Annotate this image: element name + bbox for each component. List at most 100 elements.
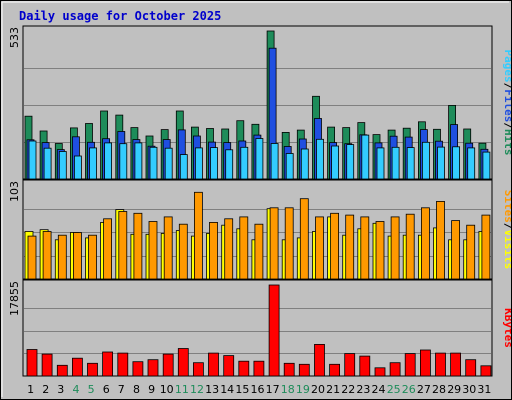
- bar-kbytes-day-6: [102, 351, 113, 377]
- x-tick-day-23: 23: [356, 383, 370, 396]
- bar-sites-day-1: [27, 235, 37, 280]
- x-tick-day-20: 20: [311, 383, 325, 396]
- x-tick-day-12: 12: [190, 383, 204, 396]
- bar-pages-day-30: [467, 147, 476, 180]
- bar-kbytes-day-31: [480, 365, 492, 377]
- legend-requests: Pages/Files/Hits: [502, 50, 511, 156]
- bar-kbytes-day-21: [329, 363, 341, 377]
- x-tick-day-27: 27: [417, 383, 431, 396]
- bar-kbytes-day-30: [465, 359, 477, 377]
- legend-entry-sites: Sites: [502, 190, 511, 223]
- x-tick-day-26: 26: [402, 383, 416, 396]
- bar-pages-day-29: [452, 146, 461, 180]
- x-tick-day-29: 29: [447, 383, 461, 396]
- x-tick-day-7: 7: [118, 383, 125, 396]
- legend-volume: KBytes: [502, 308, 511, 348]
- x-tick-day-19: 19: [296, 383, 310, 396]
- bar-pages-day-19: [300, 148, 309, 180]
- x-tick-day-1: 1: [27, 383, 34, 396]
- y-max-label: 17855: [8, 281, 21, 316]
- x-tick-day-15: 15: [235, 383, 249, 396]
- bar-kbytes-day-9: [147, 359, 159, 377]
- bar-kbytes-day-25: [389, 362, 401, 377]
- bar-pages-day-24: [376, 147, 385, 180]
- x-tick-day-30: 30: [462, 383, 476, 396]
- x-tick-day-22: 22: [341, 383, 355, 396]
- bar-kbytes-day-2: [41, 353, 53, 377]
- bar-pages-day-21: [331, 145, 340, 180]
- bar-sites-day-28: [436, 200, 445, 280]
- bar-sites-day-6: [103, 218, 112, 280]
- bar-pages-day-2: [43, 147, 52, 180]
- x-tick-day-9: 9: [148, 383, 155, 396]
- bar-sites-day-25: [390, 216, 400, 280]
- x-tick-day-8: 8: [133, 383, 140, 396]
- x-tick-day-5: 5: [88, 383, 95, 396]
- bar-pages-day-22: [346, 144, 355, 180]
- bar-pages-day-6: [104, 142, 112, 180]
- bar-sites-day-7: [118, 211, 128, 280]
- bar-sites-day-19: [299, 198, 309, 280]
- x-tick-day-31: 31: [477, 383, 491, 396]
- panel-volume: 17855 KBytes: [8, 279, 511, 377]
- bar-pages-day-5: [89, 147, 97, 180]
- x-axis-tick-labels: 1 2 3 4 5 6 7 8 9 10 11 12 13 14 15 16 17 18 19 20 21 22 23 24 2…: [27, 383, 491, 396]
- y-max-label: 103: [8, 181, 21, 202]
- bar-pages-day-26: [406, 147, 415, 180]
- bar-pages-day-11: [179, 154, 188, 180]
- bar-pages-day-28: [437, 146, 445, 180]
- bar-kbytes-day-1: [26, 349, 38, 377]
- bar-pages-day-3: [58, 151, 67, 180]
- x-tick-day-25: 25: [387, 383, 401, 396]
- bar-sites-day-3: [57, 234, 67, 280]
- x-tick-day-14: 14: [220, 383, 234, 396]
- bar-sites-day-12: [193, 191, 203, 280]
- bar-kbytes-day-27: [419, 349, 431, 377]
- x-tick-day-6: 6: [103, 383, 110, 396]
- bar-sites-day-17: [269, 207, 279, 280]
- x-tick-day-2: 2: [42, 383, 49, 396]
- x-tick-day-24: 24: [372, 383, 386, 396]
- bar-sites-day-23: [360, 216, 370, 280]
- bar-pages-day-12: [194, 147, 203, 180]
- bar-kbytes-day-24: [374, 367, 386, 377]
- bar-sites-day-24: [375, 221, 385, 280]
- bar-sites-day-20: [315, 216, 324, 280]
- bar-sites-day-16: [254, 223, 264, 280]
- y-max-label: 533: [8, 27, 21, 48]
- legend-visitors: Sites/Visits: [502, 190, 511, 270]
- x-tick-day-21: 21: [326, 383, 340, 396]
- bar-kbytes-day-11: [177, 348, 189, 377]
- bar-kbytes-day-7: [117, 352, 129, 377]
- bar-pages-day-4: [74, 155, 82, 180]
- x-tick-day-10: 10: [160, 383, 174, 396]
- bar-sites-day-27: [420, 207, 430, 280]
- bar-kbytes-day-18: [283, 362, 295, 377]
- bar-pages-day-9: [149, 146, 158, 180]
- bar-kbytes-day-26: [404, 353, 416, 377]
- bar-sites-day-14: [224, 218, 234, 280]
- x-tick-day-18: 18: [281, 383, 295, 396]
- bar-kbytes-day-16: [253, 360, 265, 377]
- bar-kbytes-day-4: [72, 357, 83, 377]
- legend-separator: /: [502, 223, 511, 230]
- bar-pages-day-31: [482, 151, 491, 180]
- x-tick-day-13: 13: [205, 383, 219, 396]
- bar-sites-day-10: [163, 216, 173, 280]
- legend-entry-kbytes: KBytes: [502, 308, 511, 348]
- bar-sites-day-8: [133, 212, 143, 280]
- bar-pages-day-14: [225, 149, 234, 180]
- bar-sites-day-11: [178, 223, 188, 280]
- panel-visitors: 103 Sites/Visits: [8, 179, 511, 280]
- bar-kbytes-day-28: [435, 352, 446, 377]
- bar-kbytes-day-29: [450, 352, 462, 377]
- legend-separator: /: [502, 122, 511, 129]
- bar-sites-day-22: [345, 214, 355, 280]
- legend-entry-pages: Pages: [502, 50, 511, 83]
- bar-sites-day-9: [148, 221, 158, 280]
- legend-entry-hits: Hits: [502, 129, 511, 156]
- bar-pages-day-20: [316, 138, 324, 180]
